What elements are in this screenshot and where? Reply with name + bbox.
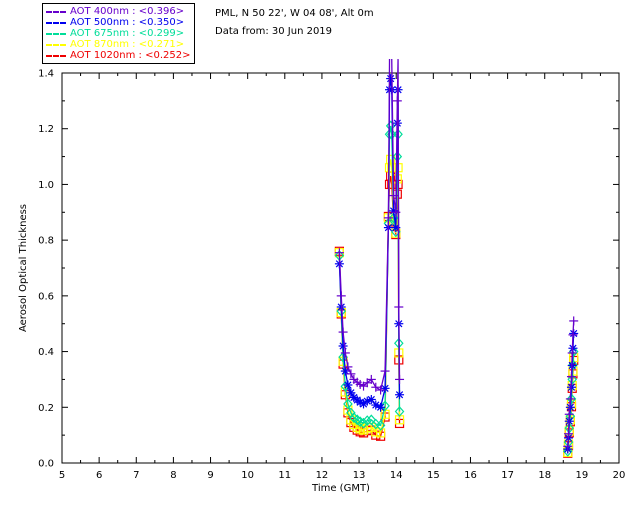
legend-label-aot-675nm: AOT 675nm : <0.299> [70, 28, 185, 39]
legend-label-aot-400nm: AOT 400nm : <0.396> [70, 6, 185, 17]
x-tick-label: 8 [170, 470, 176, 481]
legend-item-aot-870nm: AOT 870nm : <0.271> [46, 39, 190, 50]
x-tick-label: 17 [501, 470, 514, 481]
chart-title-block: PML, N 50 22', W 04 08', Alt 0m Data fro… [215, 5, 374, 41]
legend-label-aot-500nm: AOT 500nm : <0.350> [70, 17, 185, 28]
x-axis-label: Time (GMT) [311, 483, 370, 494]
x-tick-label: 13 [353, 470, 366, 481]
y-axis-label: Aerosol Optical Thickness [18, 204, 29, 332]
x-tick-label: 20 [613, 470, 626, 481]
x-tick-label: 19 [575, 470, 588, 481]
series-aot-500nm [334, 74, 579, 454]
series-aot-870nm [334, 154, 579, 458]
y-tick-label: 0.6 [38, 291, 54, 302]
legend-item-aot-500nm: AOT 500nm : <0.350> [46, 17, 190, 28]
x-tick-label: 12 [316, 470, 329, 481]
y-tick-label: 0.2 [38, 403, 54, 414]
x-tick-label: 9 [207, 470, 213, 481]
data-date-subtitle: Data from: 30 Jun 2019 [215, 26, 333, 37]
legend-label-aot-1020nm: AOT 1020nm : <0.252> [70, 50, 191, 61]
legend-swatch-aot-870nm [46, 43, 66, 46]
x-tick-label: 11 [278, 470, 291, 481]
x-tick-label: 6 [96, 470, 102, 481]
x-tick-label: 16 [464, 470, 477, 481]
y-tick-label: 0.0 [38, 459, 54, 470]
legend-item-aot-675nm: AOT 675nm : <0.299> [46, 28, 190, 39]
x-tick-label: 10 [241, 470, 254, 481]
y-tick-label: 1.0 [38, 180, 54, 191]
y-tick-label: 0.8 [38, 236, 54, 247]
x-tick-label: 14 [390, 470, 403, 481]
axis-ticks [61, 72, 620, 464]
legend: AOT 400nm : <0.396> AOT 500nm : <0.350> AO… [42, 3, 196, 64]
data-series-group [334, 59, 579, 458]
series-aot-400nm [334, 59, 579, 451]
y-tick-label: 0.4 [38, 347, 54, 358]
legend-swatch-aot-400nm [46, 10, 66, 13]
legend-item-aot-400nm: AOT 400nm : <0.396> [46, 6, 190, 17]
site-location-title: PML, N 50 22', W 04 08', Alt 0m [215, 8, 374, 19]
x-tick-label: 15 [427, 470, 440, 481]
series-aot-1020nm [334, 171, 579, 458]
y-tick-label: 1.2 [38, 124, 54, 135]
legend-swatch-aot-500nm [46, 21, 66, 24]
x-tick-label: 5 [59, 470, 65, 481]
legend-label-aot-870nm: AOT 870nm : <0.271> [70, 39, 185, 50]
y-tick-label: 1.4 [38, 69, 54, 80]
legend-item-aot-1020nm: AOT 1020nm : <0.252> [46, 50, 190, 61]
x-tick-label: 18 [538, 470, 551, 481]
axis-tick-labels: 5 6 7 8 9 10 11 12 13 14 15 16 17 18 19 20 0.0 0.2 0.4 0.6 0… [38, 69, 625, 482]
legend-swatch-aot-1020nm [46, 54, 66, 57]
x-tick-label: 7 [133, 470, 139, 481]
legend-swatch-aot-675nm [46, 32, 66, 35]
